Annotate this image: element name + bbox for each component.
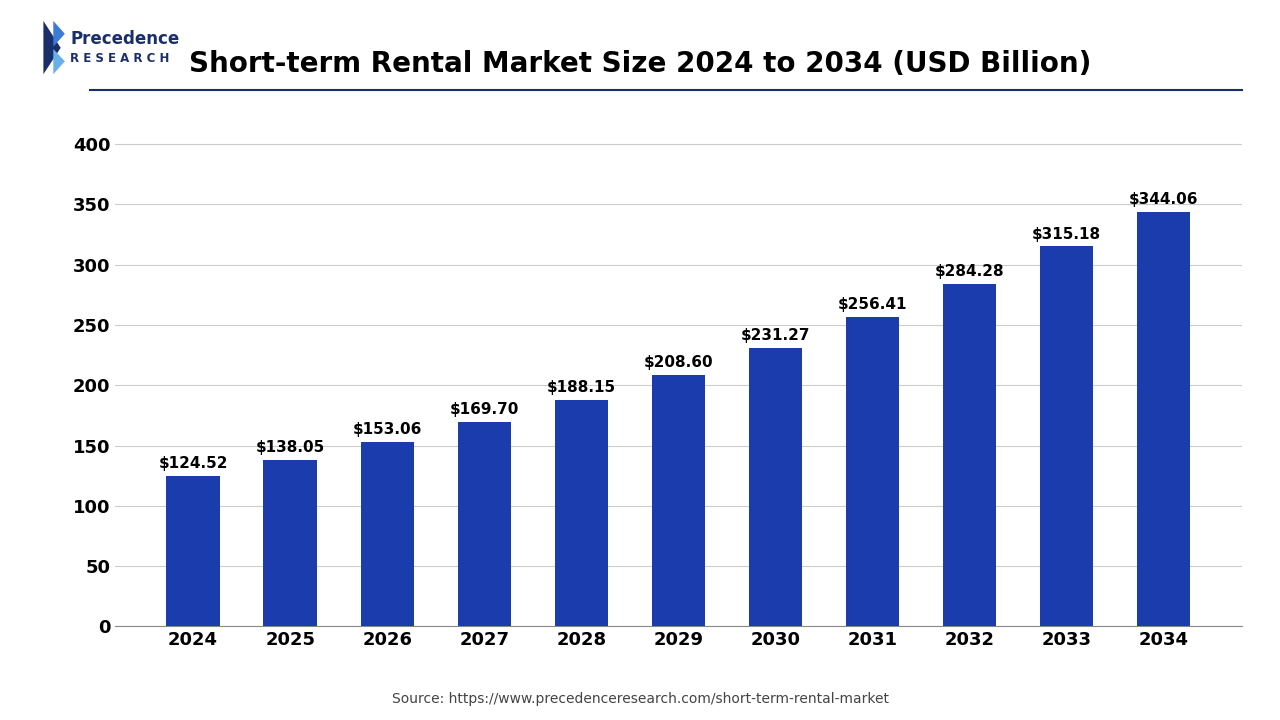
Text: Source: https://www.precedenceresearch.com/short-term-rental-market: Source: https://www.precedenceresearch.c… [392,692,888,706]
Text: $344.06: $344.06 [1129,192,1198,207]
Text: $256.41: $256.41 [838,297,908,312]
Bar [1137,212,1190,626]
Bar [166,477,220,626]
Text: $124.52: $124.52 [159,456,228,472]
Polygon shape [54,21,65,47]
Bar [749,348,803,626]
Text: R E S E A R C H: R E S E A R C H [70,52,170,65]
Bar [457,422,511,626]
Bar [846,318,900,626]
Bar [652,375,705,626]
Bar [361,442,413,626]
Bar [264,460,317,626]
Text: Precedence: Precedence [70,30,179,48]
Text: $153.06: $153.06 [352,422,422,437]
Bar [1039,246,1093,626]
Text: $231.27: $231.27 [741,328,810,343]
Text: $188.15: $188.15 [547,379,616,395]
Text: $169.70: $169.70 [449,402,518,417]
Polygon shape [54,49,65,74]
Polygon shape [44,21,60,74]
Bar [943,284,996,626]
Text: Short-term Rental Market Size 2024 to 2034 (USD Billion): Short-term Rental Market Size 2024 to 20… [189,50,1091,78]
Text: $284.28: $284.28 [934,264,1005,279]
Text: $208.60: $208.60 [644,355,713,370]
Text: $315.18: $315.18 [1032,227,1101,242]
Text: $138.05: $138.05 [256,440,325,455]
Bar [554,400,608,626]
